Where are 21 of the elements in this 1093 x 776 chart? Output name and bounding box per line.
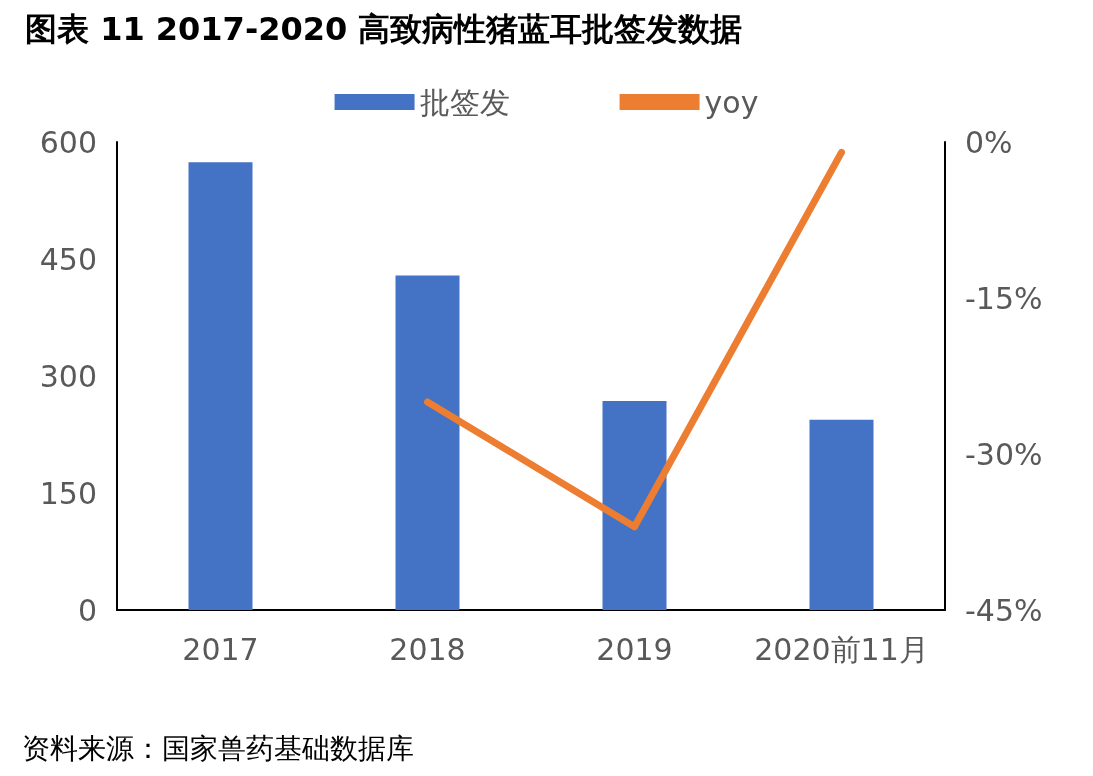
y-tick-label: 300 (39, 358, 97, 394)
y-tick-label: 600 (39, 124, 97, 160)
x-tick-label: 2020前11月 (754, 631, 929, 667)
y-tick-label: 450 (39, 241, 97, 277)
bar (395, 275, 460, 610)
y2-tick-label: 0% (965, 124, 1013, 160)
chart-title: 图表 11 2017-2020 高致病性猪蓝耳批签发数据 (25, 10, 743, 48)
y2-tick-label: -45% (965, 592, 1043, 628)
x-tick-label: 2018 (389, 631, 466, 667)
x-tick-label: 2017 (182, 631, 259, 667)
bar (602, 400, 667, 610)
bar (809, 419, 874, 610)
bar (188, 162, 253, 610)
y2-tick-label: -30% (965, 436, 1043, 472)
legend-label: yoy (704, 84, 759, 120)
y-tick-label: 0 (77, 592, 97, 628)
text: 资料来源：国家兽药基础数据库 (22, 731, 414, 765)
y2-tick-label: -15% (965, 280, 1043, 316)
y-tick-label: 150 (39, 475, 97, 511)
x-tick-label: 2019 (596, 631, 673, 667)
legend-label: 批签发 (419, 84, 510, 120)
